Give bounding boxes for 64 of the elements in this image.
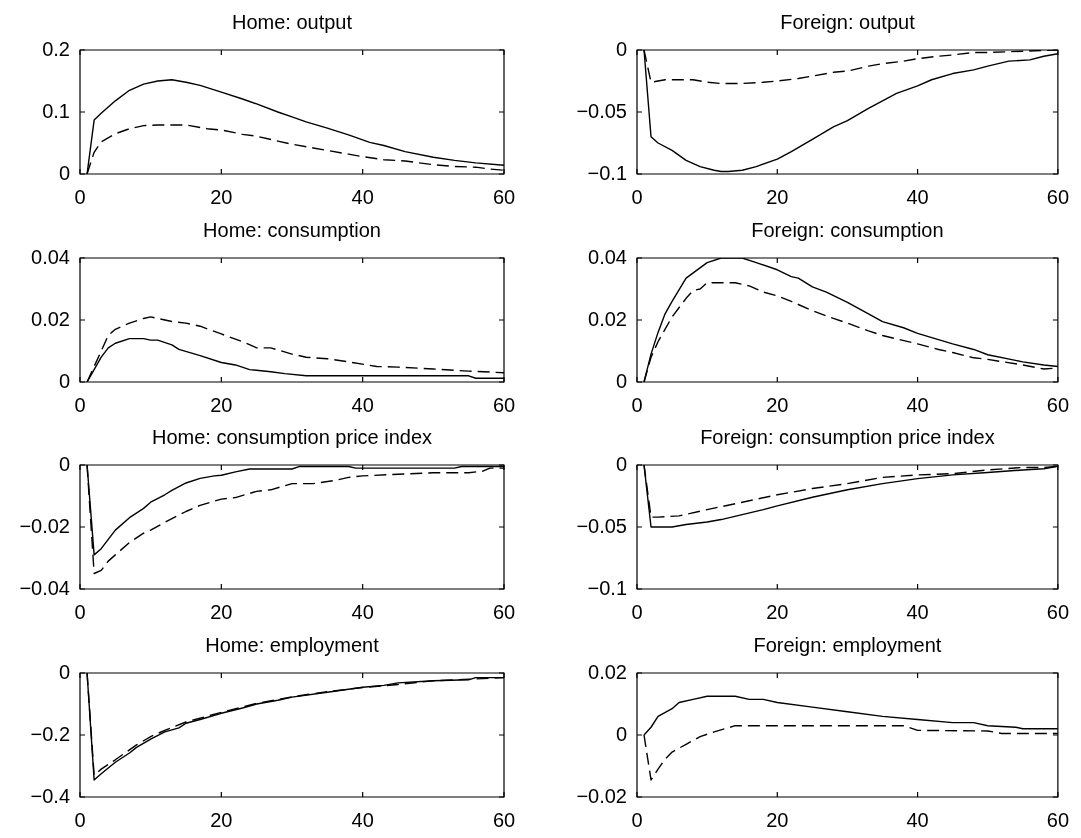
x-tick-label: 20 — [766, 808, 789, 831]
x-tick-label: 40 — [351, 808, 374, 831]
y-tick-label: −0.05 — [576, 514, 627, 537]
y-tick-label: 0 — [615, 722, 627, 745]
x-tick-label: 0 — [74, 393, 86, 416]
x-tick-label: 40 — [906, 185, 929, 208]
y-tick-label: 0.04 — [588, 245, 627, 268]
x-tick-label: 20 — [210, 393, 233, 416]
x-tick-label: 20 — [766, 393, 789, 416]
chart-title: Home: output — [231, 10, 353, 33]
x-tick-label: 0 — [74, 600, 86, 623]
y-tick-label: −0.02 — [576, 784, 627, 807]
y-tick-label: 0 — [58, 660, 70, 683]
chart-title: Foreign: employment — [753, 633, 942, 656]
x-tick-label: 60 — [492, 393, 516, 416]
chart-title: Foreign: output — [780, 10, 916, 33]
x-tick-label: 0 — [631, 808, 643, 831]
chart-title: Home: consumption — [203, 218, 381, 241]
y-tick-label: 0 — [615, 37, 627, 60]
y-tick-label: −0.05 — [576, 99, 627, 122]
x-tick-label: 40 — [906, 393, 929, 416]
x-tick-label: 60 — [1046, 808, 1069, 831]
x-tick-label: 40 — [351, 393, 374, 416]
chart-title: Foreign: consumption price index — [700, 425, 995, 448]
x-tick-label: 0 — [631, 393, 643, 416]
y-tick-label: 0.02 — [588, 307, 627, 330]
y-tick-label: 0 — [615, 452, 627, 475]
y-tick-label: 0.1 — [42, 99, 70, 122]
y-tick-label: 0.02 — [31, 307, 70, 330]
x-tick-label: 20 — [766, 600, 789, 623]
y-tick-label: −0.02 — [19, 514, 70, 537]
x-tick-label: 60 — [492, 185, 516, 208]
x-tick-label: 0 — [74, 185, 86, 208]
y-tick-label: 0.2 — [42, 37, 70, 60]
x-tick-label: 40 — [351, 600, 374, 623]
y-tick-label: −0.4 — [30, 784, 70, 807]
y-tick-label: −0.04 — [19, 576, 70, 599]
x-tick-label: 0 — [631, 185, 643, 208]
x-tick-label: 60 — [492, 808, 516, 831]
x-tick-label: 40 — [906, 600, 929, 623]
x-tick-label: 60 — [492, 600, 516, 623]
x-tick-label: 40 — [906, 808, 929, 831]
y-tick-label: 0.04 — [31, 245, 70, 268]
x-tick-label: 20 — [210, 600, 233, 623]
chart-title: Home: consumption price index — [151, 425, 433, 448]
chart-title: Foreign: consumption — [751, 218, 944, 241]
y-tick-label: −0.2 — [30, 722, 70, 745]
y-tick-label: 0 — [58, 369, 70, 392]
x-tick-label: 0 — [631, 600, 643, 623]
y-tick-label: −0.1 — [587, 576, 627, 599]
x-tick-label: 0 — [74, 808, 86, 831]
y-tick-label: 0.02 — [588, 660, 627, 683]
x-tick-label: 60 — [1046, 600, 1069, 623]
x-tick-label: 20 — [766, 185, 789, 208]
x-tick-label: 40 — [351, 185, 374, 208]
y-tick-label: 0 — [58, 161, 70, 184]
y-tick-label: 0 — [58, 452, 70, 475]
y-tick-label: −0.1 — [587, 161, 627, 184]
x-tick-label: 20 — [210, 808, 233, 831]
y-tick-label: 0 — [615, 369, 627, 392]
x-tick-label: 60 — [1046, 393, 1069, 416]
x-tick-label: 60 — [1046, 185, 1069, 208]
chart-title: Home: employment — [205, 633, 380, 656]
x-tick-label: 20 — [210, 185, 233, 208]
